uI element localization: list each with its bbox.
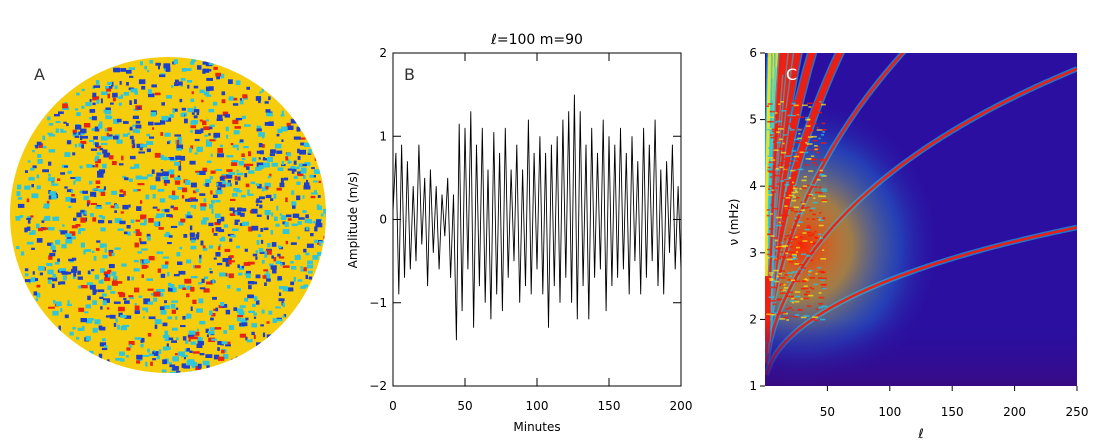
c-ytick-label: 1 <box>749 379 757 393</box>
panel-b-ylabel: Amplitude (m/s) <box>346 172 360 269</box>
b-xtick-label: 0 <box>389 399 397 413</box>
c-ytick-label: 3 <box>749 246 757 260</box>
b-ytick-label: 1 <box>379 129 387 143</box>
panel-b-xlabel: Minutes <box>513 420 560 434</box>
c-xtick-label: 200 <box>1003 405 1026 419</box>
c-xtick-label: 250 <box>1066 405 1089 419</box>
b-xtick-label: 200 <box>670 399 693 413</box>
c-xtick-label: 50 <box>820 405 835 419</box>
c-xtick-label: 100 <box>878 405 901 419</box>
panel-b-title: ℓ=100 m=90 <box>490 32 583 48</box>
panel-c-ylabel: ν (mHz) <box>727 199 741 246</box>
b-ytick-label: −2 <box>369 379 387 393</box>
amplitude-series-line <box>392 94 682 341</box>
panel-b-timeseries: 0 50 100 150 200 −2 −1 0 1 2 ℓ=100 m=90 Minutes A… <box>346 32 692 434</box>
panel-b-plot-frame <box>392 52 682 387</box>
c-ytick-label: 5 <box>749 113 757 127</box>
panel-c-spectrum: 50 100 150 200 250 1 2 3 4 5 6 ℓ ν (mHz) C <box>727 46 1088 442</box>
b-ytick-label: −1 <box>369 296 387 310</box>
c-ytick-label: 4 <box>749 179 757 193</box>
c-xtick-label: 150 <box>941 405 964 419</box>
panel-a-label: A <box>34 65 45 84</box>
b-ytick-label: 2 <box>379 46 387 60</box>
b-xtick-label: 150 <box>598 399 621 413</box>
panel-a-disk: A <box>10 57 326 373</box>
panel-c-label: C <box>786 65 797 84</box>
disk-velocity-speckle <box>15 59 326 373</box>
panel-b-label: B <box>404 65 415 84</box>
b-xtick-label: 100 <box>526 399 549 413</box>
c-ytick-label: 2 <box>749 312 757 326</box>
b-xtick-label: 50 <box>457 399 472 413</box>
panel-c-xlabel: ℓ <box>917 427 923 442</box>
c-ytick-label: 6 <box>749 46 757 60</box>
panel-c-ticks: 50 100 150 200 250 1 2 3 4 5 6 <box>749 46 1088 419</box>
b-ytick-label: 0 <box>379 213 387 227</box>
